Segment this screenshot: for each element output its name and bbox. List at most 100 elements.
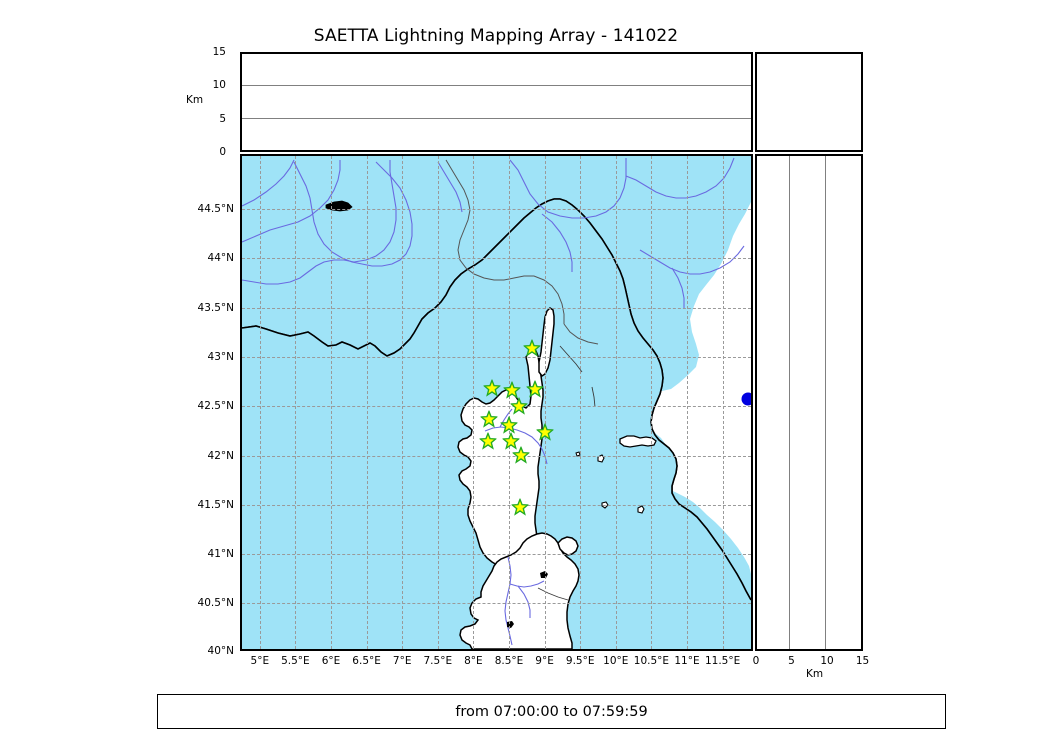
map-ytick-43.5: 43.5°N (197, 301, 234, 314)
star-icon (502, 379, 522, 399)
thin-line-south (537, 587, 569, 601)
star-icon (510, 497, 530, 516)
altitude-ytick-5: 5 (219, 112, 226, 125)
map-gridline-lon-5.5 (295, 156, 297, 649)
map-xtick-5: 5°E (250, 655, 270, 667)
map-xtick-10: 10°E (603, 655, 629, 667)
map-ytick-40: 40°N (207, 645, 234, 657)
map-ytick-44: 44°N (207, 252, 234, 265)
altitude-ytick-0: 0 (219, 146, 226, 158)
river-4 (242, 259, 355, 285)
map-geography-svg (242, 156, 751, 649)
sardinia-lake-2 (507, 621, 514, 628)
altitude-gridline-5 (242, 117, 751, 119)
station-marker[interactable] (502, 379, 522, 399)
map-xtick-7: 7°E (392, 655, 412, 667)
map-gridline-lon-7 (402, 156, 404, 649)
river-3 (361, 161, 413, 267)
map-xtick-10.5: 10.5°E (633, 655, 670, 667)
station-marker[interactable] (478, 431, 497, 450)
map-gridline-lon-7.5 (437, 156, 439, 649)
map-gridline-lon-10.5 (651, 156, 653, 649)
rivers-sardinia (504, 556, 545, 646)
river-1 (242, 160, 341, 243)
map-ytick-42: 42°N (207, 449, 234, 462)
star-icon (501, 431, 521, 450)
station-marker[interactable] (479, 409, 499, 428)
thin-line-north (559, 345, 583, 373)
station-marker[interactable] (511, 445, 531, 465)
map-gridline-lat-44.5 (242, 209, 751, 210)
map-gridline-lon-9 (544, 156, 546, 649)
station-marker[interactable] (535, 422, 555, 441)
map-gridline-lat-43.5 (242, 307, 751, 309)
map-xtick-11.5: 11.5°E (704, 655, 741, 667)
island-montecristo (637, 505, 645, 514)
station-marker[interactable] (501, 431, 521, 450)
coastline-france-riviera-stroke (242, 198, 751, 601)
river-sardinia-3 (517, 585, 531, 618)
map-gridline-lat-41 (242, 554, 751, 556)
station-marker[interactable] (499, 415, 519, 434)
map-gridline-lon-6.5 (366, 156, 368, 649)
altitude-ytick-10: 10 (212, 79, 226, 92)
vhf-source-marker[interactable] (741, 392, 751, 405)
page-title: SAETTA Lightning Mapping Array - 141022 (313, 26, 679, 46)
star-icon (535, 422, 555, 441)
time-range-box[interactable]: from 07:00:00 to 07:59:59 (157, 694, 946, 729)
rightpanel-xtick-0: 0 (752, 655, 760, 667)
border-segment-2 (563, 323, 599, 345)
river-8 (671, 267, 685, 308)
river-golo (484, 426, 548, 465)
star-icon (478, 431, 497, 450)
map-gridline-lon-11 (687, 156, 688, 649)
river-sardinia-2 (509, 580, 545, 588)
river-sardinia-1 (504, 556, 513, 646)
rightpanel-xtick-10: 10 (820, 655, 834, 667)
map-gridline-lat-42 (242, 455, 751, 457)
station-marker[interactable] (523, 338, 542, 357)
map-panel[interactable] (240, 154, 753, 651)
map-canvas (242, 156, 751, 649)
map-xtick-6.5: 6.5°E (352, 655, 381, 667)
altitude-histogram-panel[interactable] (755, 52, 863, 152)
map-gridline-lon-11.5 (722, 156, 724, 649)
map-xtick-11: 11°E (674, 655, 700, 667)
island-sardinia (459, 532, 580, 649)
river-po (509, 158, 627, 219)
map-xtick-9: 9°E (535, 655, 554, 667)
rivers-layer (242, 157, 745, 308)
island-elba (619, 435, 657, 448)
station-marker[interactable] (482, 377, 502, 397)
sardinia-lake-1 (540, 571, 548, 578)
river-9 (437, 161, 463, 213)
map-gridline-lat-42.5 (242, 406, 751, 408)
station-marker[interactable] (510, 497, 530, 516)
rightpanel-xtick-15: 15 (855, 655, 870, 667)
misc-thin-lines (537, 345, 596, 601)
river-5 (625, 157, 735, 199)
rightpanel-axis-label: Km (806, 668, 824, 680)
star-icon (499, 415, 519, 434)
map-xtick-7.5: 7.5°E (423, 655, 453, 667)
thin-line-east (591, 386, 596, 408)
rightpanel-gridline-5 (789, 156, 791, 649)
star-icon (482, 377, 502, 397)
station-marker[interactable] (509, 396, 529, 415)
map-xtick-5.5: 5.5°E (281, 655, 310, 667)
time-range-label: from 07:00:00 to 07:59:59 (455, 703, 648, 720)
map-ytick-41: 41°N (207, 548, 234, 561)
altitude-time-panel[interactable] (240, 52, 753, 152)
map-gridline-lon-9.5 (580, 156, 582, 649)
rightpanel-gridline-10 (824, 156, 826, 649)
altitude-profile-panel[interactable] (755, 154, 863, 651)
station-marker[interactable] (525, 378, 544, 398)
altitude-gridline-10 (242, 85, 751, 87)
island-gorgona (575, 451, 581, 457)
map-gridline-lon-6 (331, 156, 332, 649)
star-icon (479, 409, 499, 428)
star-icon (511, 445, 531, 465)
river-7 (639, 245, 745, 275)
map-ytick-41.5: 41.5°N (197, 498, 234, 511)
